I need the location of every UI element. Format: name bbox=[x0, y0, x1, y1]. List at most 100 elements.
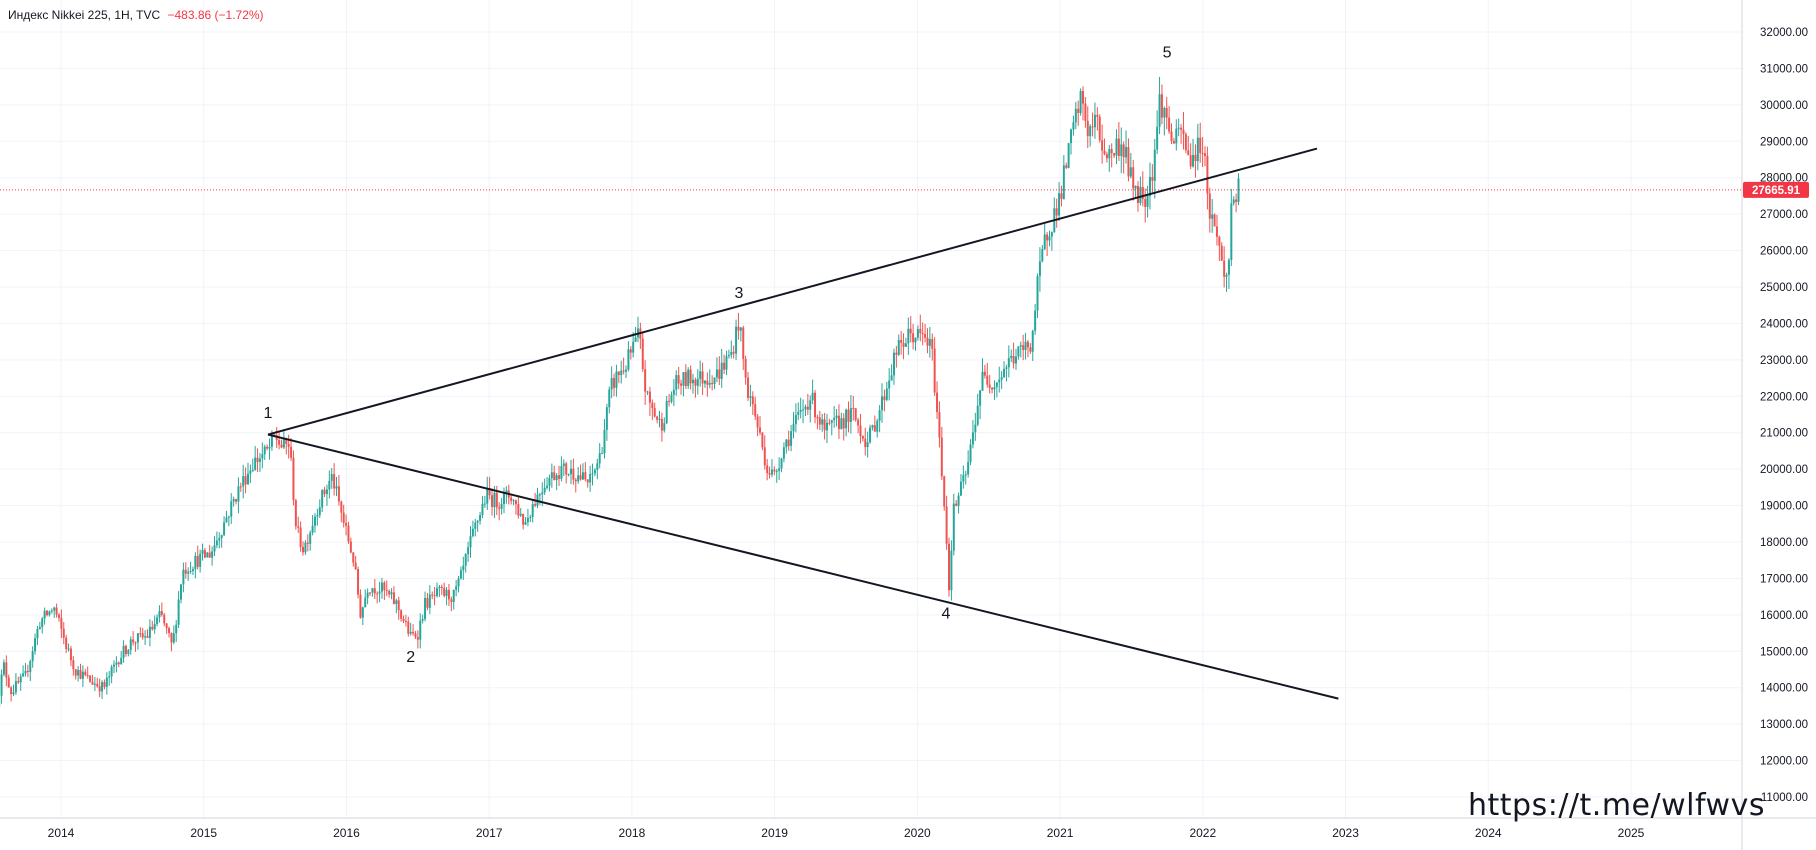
candle-body bbox=[263, 446, 266, 455]
x-tick-label: 2025 bbox=[1618, 826, 1645, 840]
candle-body bbox=[151, 626, 154, 630]
y-tick-label: 11000.00 bbox=[1761, 792, 1808, 804]
candle-body bbox=[1070, 129, 1073, 144]
candle-body bbox=[1120, 144, 1123, 157]
candle-body bbox=[878, 410, 881, 421]
candle-body bbox=[440, 586, 443, 588]
candle-body bbox=[17, 681, 20, 683]
candle-body bbox=[531, 504, 534, 517]
candle-body bbox=[622, 370, 625, 372]
candle-body bbox=[211, 551, 214, 558]
candle-body bbox=[433, 595, 436, 597]
candle-body bbox=[837, 415, 840, 430]
y-tick-label: 22000.00 bbox=[1760, 391, 1808, 403]
candle-body bbox=[79, 669, 82, 679]
candle-body bbox=[1211, 214, 1214, 219]
candle-body bbox=[747, 377, 750, 398]
candle-body bbox=[555, 475, 558, 481]
candle-body bbox=[861, 436, 864, 439]
candle-body bbox=[715, 369, 718, 378]
wave-labels: 1 2 3 4 5 bbox=[264, 45, 1172, 667]
candle-body bbox=[304, 542, 307, 553]
x-tick-label: 2024 bbox=[1475, 826, 1502, 840]
candle-body bbox=[680, 383, 683, 386]
candle-body bbox=[620, 370, 623, 376]
y-tick-label: 21000.00 bbox=[1760, 428, 1808, 440]
candle-body bbox=[237, 486, 240, 502]
candle-body bbox=[177, 599, 180, 625]
candle-body bbox=[601, 453, 604, 455]
candle-body bbox=[347, 525, 350, 542]
candle-body bbox=[1113, 153, 1116, 156]
candle-body bbox=[0, 674, 3, 696]
candle-body bbox=[141, 633, 144, 638]
candle-body bbox=[34, 638, 37, 652]
price-change: −483.86 (−1.72%) bbox=[167, 8, 264, 22]
candle-body bbox=[842, 418, 845, 429]
wave-label-4: 4 bbox=[941, 606, 950, 623]
candle-body bbox=[464, 554, 467, 566]
candle-body bbox=[120, 657, 123, 665]
candle-body bbox=[794, 414, 797, 425]
trendline bbox=[267, 433, 1339, 700]
candle-body bbox=[778, 468, 781, 471]
candle-body bbox=[773, 469, 776, 472]
candle-body bbox=[1189, 155, 1192, 167]
candle-body bbox=[402, 618, 405, 621]
candle-body bbox=[713, 377, 716, 385]
candle-body bbox=[38, 627, 41, 630]
candle-body bbox=[510, 497, 513, 501]
candle-body bbox=[412, 631, 415, 634]
y-tick-label: 17000.00 bbox=[1760, 573, 1808, 585]
candle-body bbox=[254, 457, 257, 470]
candle-body bbox=[892, 352, 895, 376]
candle-body bbox=[1079, 90, 1082, 113]
candle-body bbox=[50, 610, 53, 612]
candle-body bbox=[1017, 346, 1020, 357]
candle-body bbox=[270, 434, 273, 447]
candles bbox=[0, 76, 1240, 708]
candle-body bbox=[1218, 236, 1221, 246]
candle-body bbox=[1237, 178, 1240, 202]
candle-body bbox=[57, 614, 60, 618]
candle-body bbox=[46, 610, 49, 616]
candle-body bbox=[921, 333, 924, 335]
candle-body bbox=[744, 358, 747, 378]
candle-body bbox=[586, 479, 589, 483]
candle-body bbox=[342, 512, 345, 523]
candle-body bbox=[297, 526, 300, 528]
candle-body bbox=[976, 405, 979, 425]
candle-body bbox=[1048, 236, 1051, 241]
candle-body bbox=[897, 339, 900, 355]
candle-body bbox=[849, 408, 852, 422]
candle-body bbox=[170, 632, 173, 643]
candle-body bbox=[847, 409, 850, 422]
candle-body bbox=[316, 515, 319, 517]
candle-body bbox=[522, 513, 525, 525]
candle-body bbox=[864, 438, 867, 448]
candle-body bbox=[144, 636, 147, 638]
candle-body bbox=[239, 486, 242, 488]
candle-body bbox=[129, 639, 132, 650]
candle-body bbox=[299, 527, 302, 547]
candle-body bbox=[2, 662, 5, 675]
candle-body bbox=[1103, 150, 1106, 155]
watermark-link: https://t.me/wlfwvs bbox=[1468, 788, 1765, 823]
candle-body bbox=[1213, 214, 1216, 227]
candle-body bbox=[371, 588, 374, 593]
candle-body bbox=[124, 645, 127, 655]
candle-body bbox=[596, 463, 599, 470]
y-tick-label: 28000.00 bbox=[1760, 173, 1808, 185]
candle-body bbox=[81, 671, 84, 679]
candle-body bbox=[514, 500, 517, 505]
candle-body bbox=[550, 472, 553, 479]
candle-body bbox=[345, 522, 348, 526]
candle-body bbox=[1036, 276, 1039, 311]
candle-body bbox=[1010, 355, 1013, 359]
candle-body bbox=[546, 485, 549, 488]
candle-body bbox=[148, 626, 151, 638]
candle-body bbox=[890, 375, 893, 381]
candle-body bbox=[991, 388, 994, 390]
candle-body bbox=[428, 594, 431, 608]
